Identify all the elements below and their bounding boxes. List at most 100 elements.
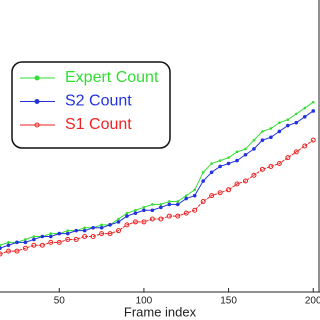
point <box>99 231 105 237</box>
point <box>65 231 70 236</box>
point <box>15 240 19 245</box>
point <box>40 234 45 239</box>
point <box>192 207 198 213</box>
point <box>22 245 28 251</box>
point <box>218 164 222 169</box>
point <box>32 237 36 242</box>
point <box>65 236 71 242</box>
point <box>48 234 53 239</box>
legend-marker <box>34 122 40 128</box>
point <box>56 239 62 245</box>
point <box>244 147 247 151</box>
point <box>24 238 27 241</box>
point <box>124 222 130 228</box>
point <box>218 159 222 162</box>
x-axis-label: Frame index <box>124 304 197 319</box>
point <box>0 251 3 257</box>
point <box>285 155 291 161</box>
point <box>6 243 11 248</box>
legend-label: S1 Count <box>65 116 132 133</box>
point <box>302 115 307 119</box>
point <box>269 135 273 140</box>
point <box>14 248 20 254</box>
point <box>83 226 86 230</box>
point <box>235 158 239 163</box>
point <box>176 200 180 203</box>
point <box>217 190 223 196</box>
point <box>201 179 205 183</box>
point <box>260 138 265 142</box>
point <box>311 109 316 113</box>
point <box>303 106 307 110</box>
point <box>235 150 239 154</box>
point <box>133 211 138 215</box>
point <box>117 217 120 221</box>
point <box>116 228 122 234</box>
point <box>116 220 121 224</box>
point <box>150 208 155 213</box>
point <box>125 214 129 218</box>
point <box>167 202 172 207</box>
point <box>252 138 256 142</box>
legend-marker <box>34 75 40 81</box>
point <box>100 223 103 227</box>
point <box>57 231 62 236</box>
point <box>302 143 308 149</box>
point <box>276 161 282 167</box>
point <box>192 193 197 198</box>
point <box>200 198 206 204</box>
point <box>277 129 282 134</box>
point <box>159 205 163 210</box>
point <box>142 208 146 213</box>
point <box>31 242 37 248</box>
point <box>311 100 315 104</box>
point <box>209 193 215 199</box>
point <box>310 137 316 143</box>
point <box>268 163 274 169</box>
point <box>134 208 137 212</box>
point <box>293 149 299 155</box>
point <box>201 170 205 174</box>
point <box>259 166 265 172</box>
point <box>90 234 96 240</box>
point <box>132 219 138 225</box>
point <box>269 127 273 130</box>
point <box>166 213 172 219</box>
point <box>184 194 188 197</box>
x-tick-label: 150 <box>220 296 237 307</box>
point <box>99 225 104 230</box>
point <box>227 156 230 159</box>
point <box>74 228 78 233</box>
point <box>0 243 2 247</box>
legend-label: S2 Count <box>65 93 132 110</box>
point <box>107 231 113 237</box>
point <box>5 248 11 254</box>
point <box>125 211 129 215</box>
point <box>193 188 197 192</box>
point <box>243 178 249 184</box>
point <box>141 219 147 225</box>
point <box>294 120 299 125</box>
point <box>175 213 181 219</box>
x-tick-label: 100 <box>136 296 153 307</box>
point <box>251 172 257 178</box>
point <box>261 130 264 133</box>
point <box>7 241 10 244</box>
series-line <box>0 101 314 246</box>
point <box>168 200 171 203</box>
point <box>151 203 154 206</box>
point <box>294 112 298 116</box>
point <box>210 162 213 165</box>
point <box>286 118 290 122</box>
point <box>243 152 248 157</box>
point <box>209 170 214 175</box>
point <box>91 225 95 230</box>
legend-label: Expert Count <box>65 69 159 86</box>
legend-marker <box>34 99 40 104</box>
point <box>226 161 231 166</box>
point <box>286 123 290 128</box>
point <box>108 223 112 227</box>
point <box>142 206 146 209</box>
point <box>82 228 87 233</box>
x-tick-label: 50 <box>54 296 66 307</box>
